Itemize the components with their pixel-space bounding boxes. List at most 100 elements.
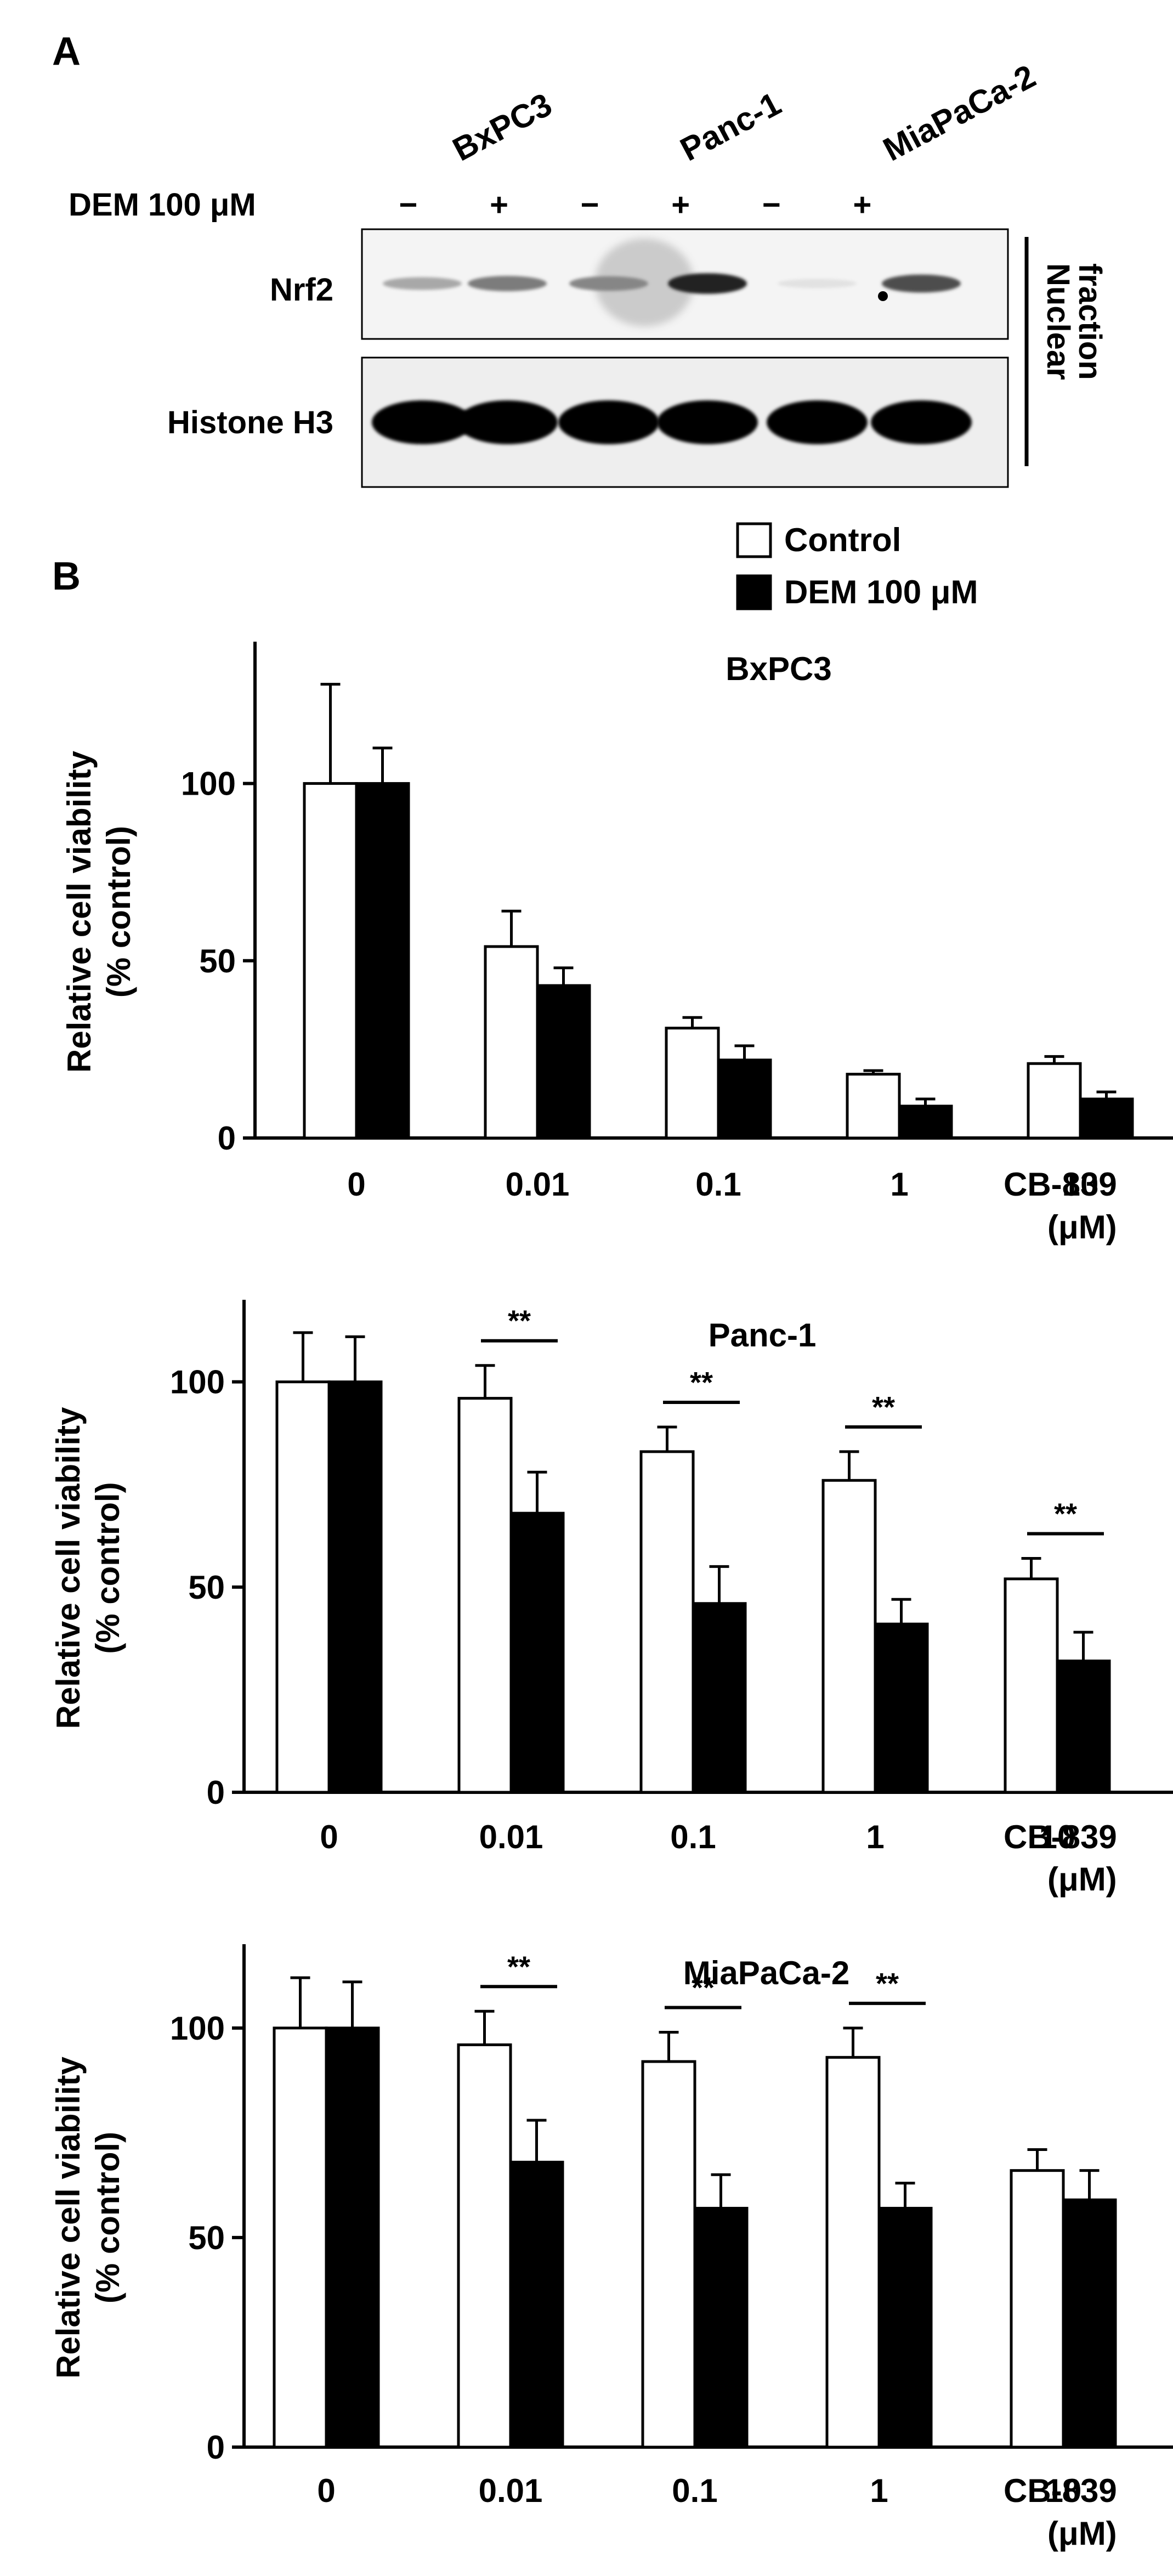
treatment-label: DEM 100 μM <box>69 187 256 223</box>
legend-label-control: Control <box>784 522 901 558</box>
histone-h3-band <box>457 400 558 444</box>
lane-sign: − <box>581 187 599 223</box>
bar-dem <box>325 2026 380 2449</box>
lane-sign: − <box>399 187 417 223</box>
bar-dem <box>509 1511 565 1794</box>
bar-control <box>825 2056 881 2449</box>
bar-dem <box>717 1058 772 1140</box>
histone-h3-band <box>871 400 972 444</box>
x-tick-label: 0.01 <box>506 1166 570 1203</box>
y-axis-label-line2: (% control) <box>89 1482 126 1654</box>
y-tick-label: 0 <box>207 1774 225 1811</box>
y-axis-label-line1: Relative cell viability <box>61 750 98 1073</box>
blot-histone-h3 <box>361 356 1009 488</box>
histone-h3-band <box>372 400 473 444</box>
x-tick-label: 1 <box>866 1819 884 1855</box>
bar-dem <box>1056 1660 1111 1794</box>
bar-control <box>484 945 539 1140</box>
y-tick-label: 100 <box>170 1364 225 1401</box>
lane-sign: + <box>671 187 690 223</box>
bar-control <box>275 1380 331 1794</box>
y-axis-label-line1: Relative cell viability <box>50 2056 87 2379</box>
nrf2-band <box>668 273 747 294</box>
significance-marker: ** <box>690 1366 713 1399</box>
x-axis-label-line2: (μM) <box>1047 1209 1117 1245</box>
cell-line-panc1: Panc-1 <box>675 85 787 168</box>
x-tick-label: 0.1 <box>672 2472 717 2509</box>
bar-control <box>821 1479 877 1794</box>
significance-marker: ** <box>508 1305 531 1338</box>
y-tick-label: 50 <box>188 2220 225 2256</box>
bar-dem <box>1079 1097 1134 1140</box>
significance-marker: ** <box>1054 1497 1077 1530</box>
x-tick-label: 1 <box>870 2472 888 2509</box>
y-tick-label: 50 <box>199 943 236 980</box>
nrf2-band <box>882 274 961 293</box>
bar-control <box>641 2060 696 2449</box>
x-axis-label-line2: (μM) <box>1047 2515 1117 2552</box>
x-tick-label: 10 <box>1045 2472 1082 2509</box>
y-tick-label: 0 <box>218 1120 236 1157</box>
bar-control <box>1004 1577 1059 1794</box>
x-axis-label-line1: CB-839 <box>1004 2472 1117 2509</box>
x-tick-label: 0.01 <box>479 2472 543 2509</box>
bar-dem <box>1062 2198 1117 2449</box>
legend-label-dem: DEM 100 μM <box>784 574 978 610</box>
y-tick-label: 0 <box>207 2429 225 2466</box>
cell-line-labels: BxPC3 Panc-1 MiaPaCa-2 <box>447 58 1041 168</box>
bar-dem <box>355 782 410 1140</box>
blot-row-label-histone-h3: Histone H3 <box>167 405 333 440</box>
bar-dem <box>327 1380 383 1794</box>
x-tick-label: 0 <box>347 1166 365 1203</box>
chart-title: BxPC3 <box>726 650 831 687</box>
significance-marker: ** <box>876 1967 899 2000</box>
bar-dem <box>874 1622 929 1794</box>
fraction-label-line2: fraction <box>1072 263 1108 380</box>
nrf2-band <box>778 279 857 288</box>
bar-control <box>457 2043 512 2449</box>
y-axis-label-line1: Relative cell viability <box>50 1407 87 1729</box>
y-axis-label-line2: (% control) <box>100 826 137 998</box>
x-tick-label: 10 <box>1039 1819 1076 1855</box>
y-tick-label: 50 <box>188 1569 225 1606</box>
blot-row-label-nrf2: Nrf2 <box>270 272 333 308</box>
x-axis-label-line1: CB-839 <box>1004 1166 1117 1203</box>
bar-control <box>1027 1062 1082 1140</box>
bar-control <box>639 1450 695 1794</box>
bar-dem <box>536 984 591 1140</box>
x-axis-label-line1: CB-839 <box>1004 1819 1117 1855</box>
legend-swatch-dem <box>736 574 772 610</box>
lane-sign: + <box>853 187 871 223</box>
histone-h3-band <box>657 400 758 444</box>
legend: Control DEM 100 μM <box>736 522 978 610</box>
bar-dem <box>877 2206 933 2449</box>
legend-swatch-control <box>736 522 772 558</box>
bar-control <box>1010 2169 1065 2449</box>
x-tick-label: 0.01 <box>479 1819 543 1855</box>
bar-dem <box>898 1105 953 1140</box>
fraction-label-line1: Nuclear <box>1040 263 1076 380</box>
bar-control <box>665 1027 720 1140</box>
lane-sign: + <box>490 187 508 223</box>
nrf2-bands <box>383 273 961 294</box>
bar-dem <box>509 2160 564 2449</box>
significance-marker: ** <box>872 1391 895 1424</box>
significance-marker: ** <box>507 1950 530 1983</box>
x-tick-label: 0.1 <box>695 1166 741 1203</box>
x-tick-label: 0 <box>320 1819 338 1855</box>
chart-title: MiaPaCa-2 <box>683 1955 849 1991</box>
lane-sign: − <box>762 187 781 223</box>
nrf2-band <box>383 277 462 290</box>
panel-b: B Control DEM 100 μM BxPC3050100Relative… <box>50 522 1173 2552</box>
panel-a-label: A <box>52 30 81 73</box>
histone-h3-bands <box>372 400 972 444</box>
bar-dem <box>693 2206 749 2449</box>
y-axis-label-line2: (% control) <box>89 2132 126 2303</box>
y-tick-label: 100 <box>170 2010 225 2047</box>
histone-h3-band <box>767 400 868 444</box>
x-tick-label: 0.1 <box>670 1819 716 1855</box>
chart-title: Panc-1 <box>709 1317 817 1354</box>
